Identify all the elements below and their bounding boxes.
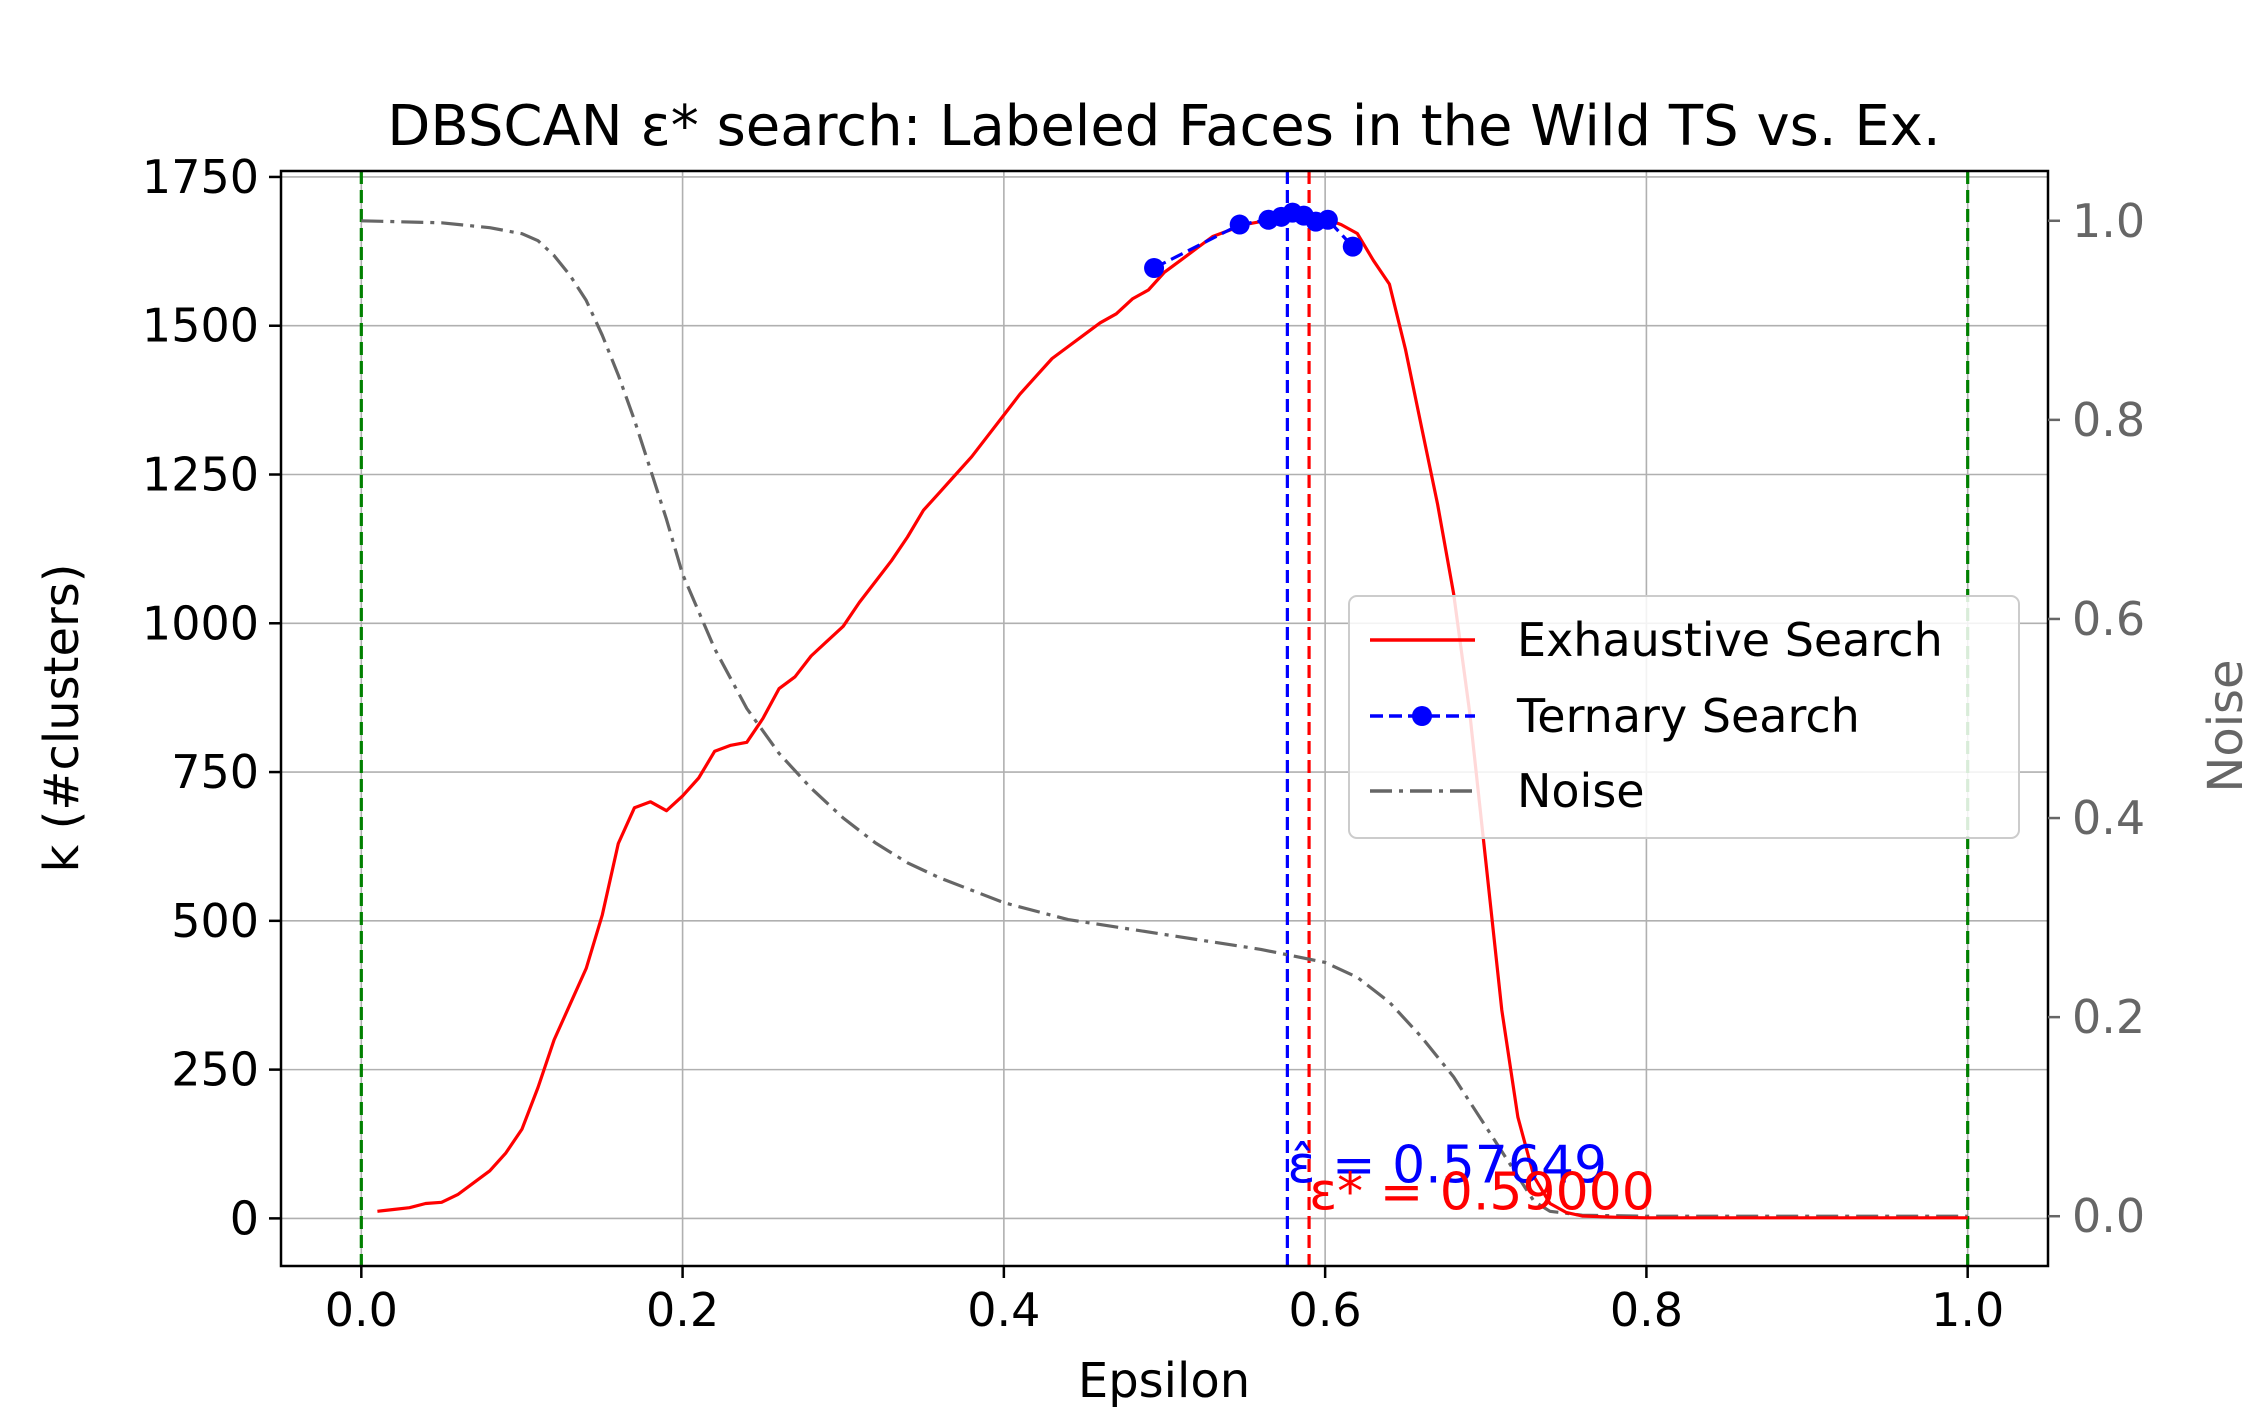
y-tick-label-0: 0 [230, 1191, 259, 1245]
legend-box [1348, 595, 2020, 839]
y-right-tick-label-0: 0.0 [2072, 1189, 2145, 1243]
x-tick-label-5: 1.0 [1931, 1283, 2004, 1337]
series-line-2 [361, 219, 1968, 1218]
x-tick-label-3: 0.6 [1289, 1283, 1362, 1337]
y-tick-label-7: 1750 [142, 150, 259, 204]
y-right-tick-label-3: 0.6 [2072, 592, 2145, 646]
plot-frame [279, 169, 2050, 1268]
x-axis-label: Epsilon [1078, 1353, 1250, 1409]
x-tick-label-1: 0.2 [646, 1283, 719, 1337]
y-tick-label-6: 1500 [142, 299, 259, 353]
y-tick-label-2: 500 [171, 894, 259, 948]
legend-label-noise: Noise [1517, 764, 1645, 818]
series-1-point-1 [1229, 214, 1250, 235]
x-tick-label-0: 0.0 [325, 1283, 398, 1337]
y-tick-label-5: 1250 [142, 448, 259, 502]
vertical-lines [359, 171, 1970, 1266]
x-tick-label-2: 0.4 [967, 1283, 1040, 1337]
legend-label-exhaustive: Exhaustive Search [1517, 613, 1943, 667]
legend-label-ternary: Ternary Search [1516, 689, 1860, 743]
y-right-tick-label-5: 1.0 [2072, 194, 2145, 248]
series-1-point-0 [1144, 258, 1165, 279]
y-right-tick-label-2: 0.4 [2072, 791, 2145, 845]
y-tick-label-3: 750 [171, 745, 259, 799]
y-right-tick-label-1: 0.2 [2072, 990, 2145, 1044]
annotation-1: ε* = 0.59000 [1309, 1162, 1655, 1222]
legend: Exhaustive Search Ternary Search Noise [1348, 595, 2020, 839]
series-1-point-8 [1342, 236, 1363, 257]
y-right-tick-label-4: 0.8 [2072, 393, 2145, 447]
y-axis-right-label: Noise [2198, 659, 2254, 792]
x-tick-label-4: 0.8 [1610, 1283, 1683, 1337]
y-axis-label: k (#clusters) [34, 564, 90, 873]
y-tick-label-1: 250 [171, 1043, 259, 1097]
chart-title: DBSCAN ε* search: Labeled Faces in the W… [387, 94, 1940, 159]
annotation-0: ε̂ = 0.57649 [1287, 1136, 1607, 1196]
y-tick-label-4: 1000 [142, 596, 259, 650]
series-1-point-7 [1317, 209, 1338, 230]
legend-marker-ternary [1412, 706, 1432, 726]
ticks-layer: 0.0 0.2 0.4 0.6 0.8 1.0 0 250 500 750 1000 1250 1500… [142, 150, 2145, 1337]
